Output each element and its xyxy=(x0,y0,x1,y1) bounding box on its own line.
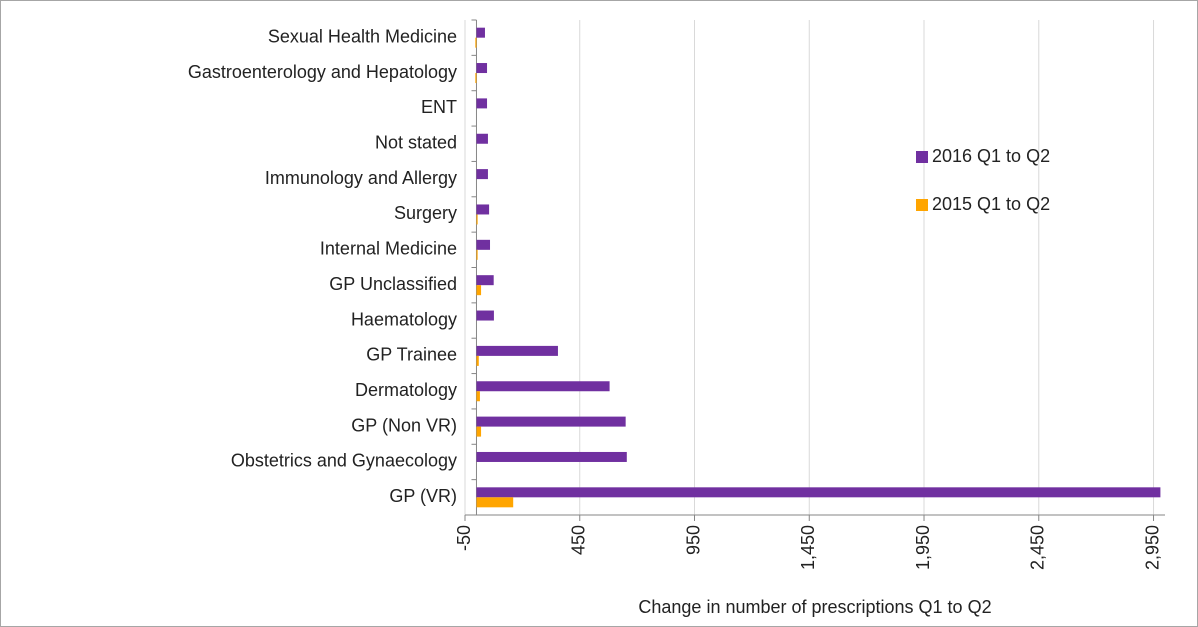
bar xyxy=(476,239,491,250)
bar xyxy=(476,426,482,437)
bar xyxy=(476,416,626,427)
bar xyxy=(476,98,488,109)
bar xyxy=(476,249,478,260)
bar xyxy=(476,310,494,321)
bar xyxy=(475,73,477,84)
bar xyxy=(476,214,478,225)
bar xyxy=(476,133,488,144)
bar xyxy=(476,487,1161,498)
bar xyxy=(476,355,479,366)
y-tick-label: Obstetrics and Gynaecology xyxy=(231,451,457,471)
bar xyxy=(476,169,488,180)
y-tick-label: Internal Medicine xyxy=(320,239,457,259)
x-tick-label: 2,450 xyxy=(1028,525,1048,570)
bar xyxy=(476,391,480,402)
bar xyxy=(476,497,514,508)
y-tick-label: Dermatology xyxy=(355,380,457,400)
x-tick-label: 2,950 xyxy=(1142,525,1162,570)
x-tick-label: 450 xyxy=(569,525,589,555)
y-tick-label: GP Trainee xyxy=(366,345,457,365)
bar xyxy=(476,27,485,38)
bar xyxy=(475,37,477,48)
y-tick-label: Haematology xyxy=(351,309,457,329)
legend-swatch xyxy=(916,199,928,211)
legend-swatch xyxy=(916,151,928,163)
y-tick-label: GP (Non VR) xyxy=(351,415,457,435)
x-tick-label: 950 xyxy=(683,525,703,555)
y-tick-label: GP Unclassified xyxy=(329,274,457,294)
legend-label: 2015 Q1 to Q2 xyxy=(932,194,1050,214)
x-tick-label: 1,950 xyxy=(913,525,933,570)
x-axis-title: Change in number of prescriptions Q1 to … xyxy=(638,597,991,617)
y-tick-label: GP (VR) xyxy=(389,486,457,506)
bar xyxy=(476,451,627,462)
bar xyxy=(476,285,482,296)
y-tick-label: Gastroenterology and Hepatology xyxy=(188,62,457,82)
x-tick-label: 1,450 xyxy=(798,525,818,570)
bar xyxy=(476,275,494,286)
x-tick-label: -50 xyxy=(454,525,474,551)
bar xyxy=(476,345,558,356)
y-tick-label: Surgery xyxy=(394,203,457,223)
bar xyxy=(476,63,488,74)
y-tick-label: Sexual Health Medicine xyxy=(268,26,457,46)
legend-label: 2016 Q1 to Q2 xyxy=(932,146,1050,166)
bar xyxy=(476,204,490,215)
bar xyxy=(476,381,610,392)
y-tick-label: ENT xyxy=(421,97,457,117)
y-tick-label: Not stated xyxy=(375,133,457,153)
y-tick-label: Immunology and Allergy xyxy=(265,168,457,188)
